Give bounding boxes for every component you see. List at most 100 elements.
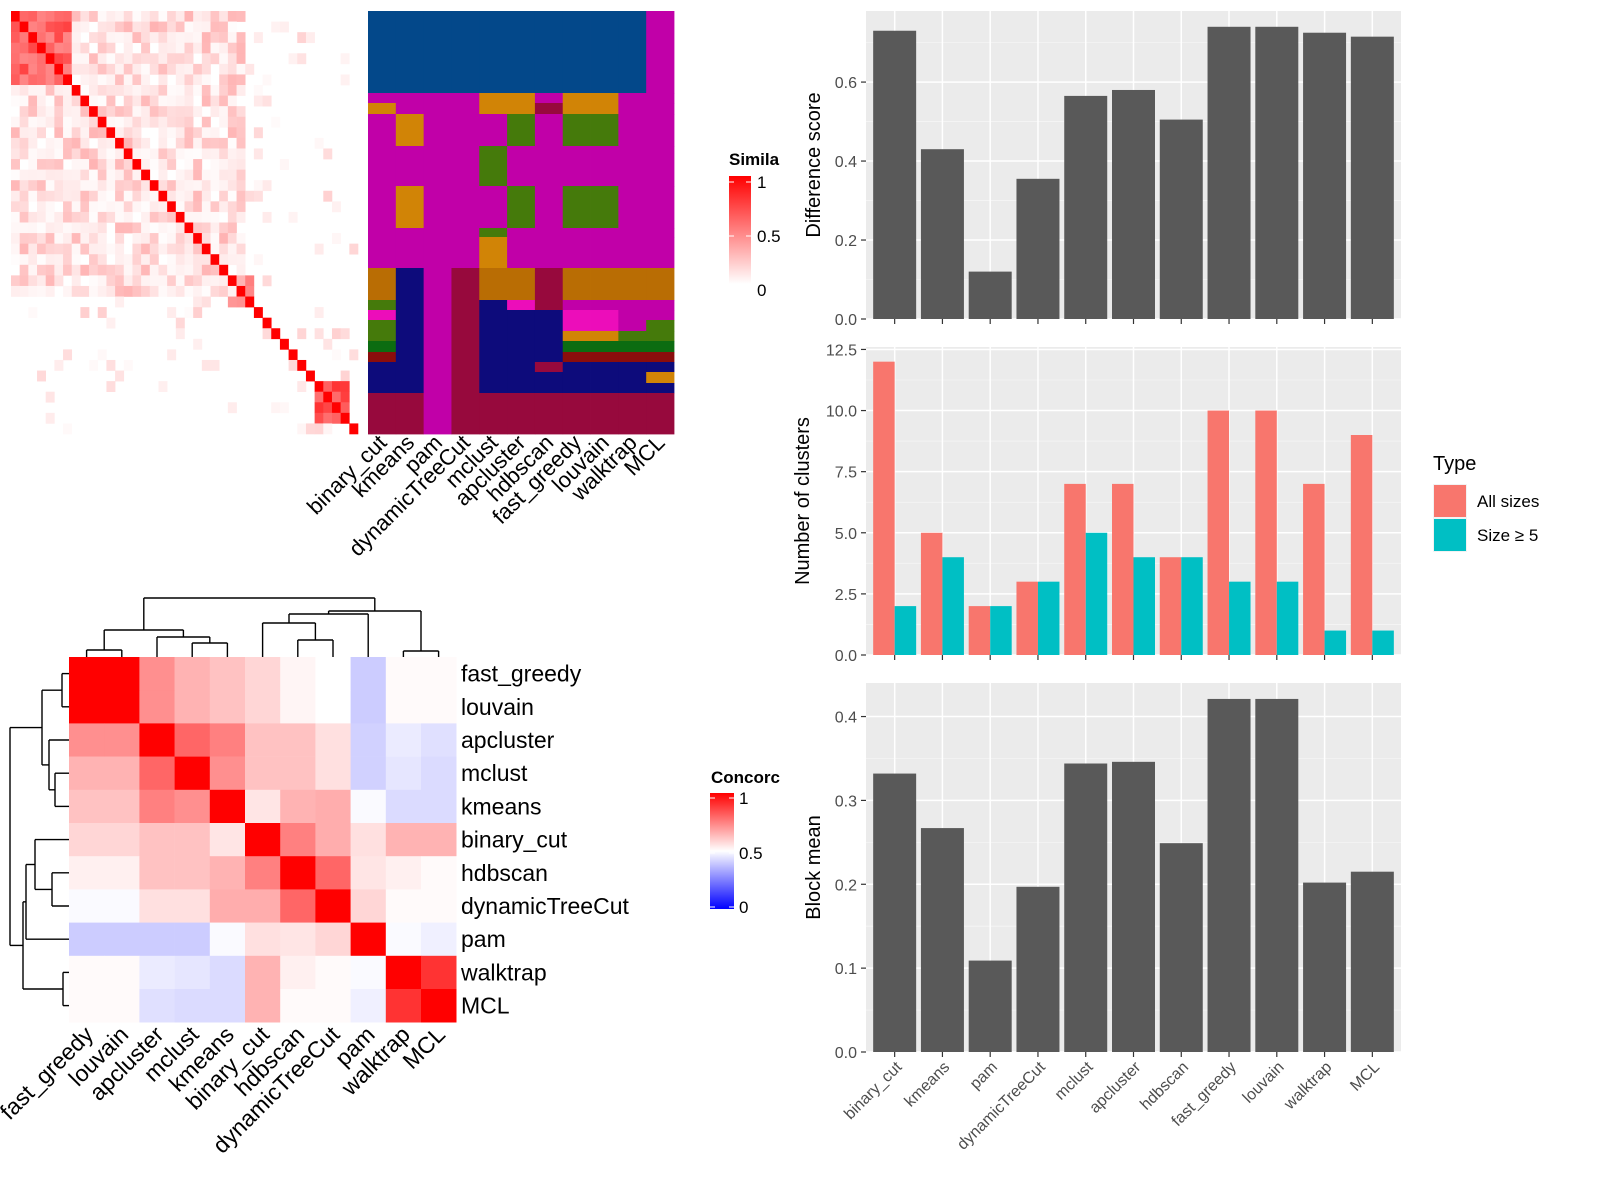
- similarity-cell: [28, 42, 38, 54]
- similarity-cell: [132, 285, 142, 297]
- bar-0: [920, 532, 943, 655]
- assignment-cell: [423, 146, 452, 187]
- similarity-cell: [323, 338, 333, 350]
- similarity-cell: [97, 275, 107, 287]
- similarity-cell: [11, 254, 20, 266]
- similarity-cell: [28, 190, 38, 202]
- concordance-cell: [209, 989, 246, 1023]
- similarity-cell: [219, 233, 229, 244]
- concordance-cell: [280, 922, 316, 957]
- similarity-cell: [89, 211, 99, 223]
- similarity-cell: [158, 222, 168, 234]
- similarity-cell: [54, 222, 64, 234]
- similarity-cell: [28, 32, 38, 44]
- similarity-cell: [210, 285, 220, 297]
- similarity-cell: [167, 42, 177, 54]
- similarity-cell: [80, 201, 90, 213]
- concordance-cell: [209, 823, 246, 857]
- x-tick-label: apcluster: [1086, 1058, 1144, 1116]
- similarity-cell: [201, 190, 211, 202]
- assignment-cell: [395, 331, 425, 342]
- similarity-cell: [11, 85, 20, 96]
- assignment-cell: [618, 228, 647, 238]
- assignment-cell: [507, 186, 536, 229]
- similarity-cell: [97, 243, 107, 255]
- similarity-cell: [11, 222, 20, 234]
- similarity-cell: [97, 63, 107, 75]
- similarity-cell: [89, 275, 99, 287]
- similarity-cell: [28, 106, 38, 118]
- similarity-cell: [63, 222, 73, 234]
- similarity-cell: [106, 106, 116, 118]
- concordance-legend: Concorc 1 0.5 0: [710, 768, 780, 917]
- similarity-cell: [305, 32, 315, 44]
- similarity-cell: [11, 211, 20, 223]
- similarity-cell: [123, 359, 133, 371]
- similarity-cell: [80, 233, 90, 244]
- concordance-cell: [69, 756, 105, 791]
- similarity-cell: [11, 11, 20, 22]
- similarity-cell: [210, 243, 220, 255]
- similarity-cell: [167, 21, 177, 33]
- similarity-cell: [149, 254, 159, 266]
- bar: [1255, 26, 1299, 320]
- bar: [968, 960, 1012, 1052]
- assignment-cell: [507, 341, 536, 353]
- concordance-cell: [245, 989, 281, 1023]
- similarity-cell: [331, 328, 341, 340]
- similarity-cell: [149, 190, 159, 202]
- similarity-cell: [71, 243, 81, 255]
- concordance-cell: [209, 955, 246, 990]
- similarity-cell: [71, 53, 81, 65]
- similarity-cell: [245, 296, 255, 308]
- similarity-cell: [297, 53, 307, 65]
- similarity-cell: [141, 222, 151, 234]
- type-legend-title: Type: [1433, 453, 1476, 475]
- similarity-cell: [97, 285, 107, 297]
- bar: [1303, 32, 1347, 319]
- similarity-cell: [201, 264, 211, 276]
- similarity-cell: [45, 32, 55, 44]
- similarity-cell: [45, 190, 55, 202]
- similarity-cell: [45, 264, 55, 276]
- similarity-cell: [28, 127, 38, 139]
- similarity-cell: [167, 180, 177, 192]
- y-tick-label: 12.5: [826, 342, 857, 359]
- difference-score-chart: 0.0 0.2 0.4 0.6 Difference score: [803, 11, 1401, 329]
- assignment-cell: [395, 320, 425, 332]
- similarity-cell: [184, 116, 194, 128]
- bar-1: [1037, 581, 1060, 655]
- similarity-cell: [71, 106, 81, 118]
- similarity-cell: [253, 190, 263, 202]
- assignment-cell: [646, 341, 675, 353]
- similarity-cell: [184, 264, 194, 276]
- similarity-cell: [19, 211, 29, 223]
- assignment-cell: [646, 11, 675, 94]
- cluster-assignment-heatmap: [368, 11, 675, 435]
- similarity-cell: [201, 254, 211, 266]
- similarity-cell: [175, 254, 185, 266]
- similarity-cell: [132, 63, 142, 75]
- bar-1: [1276, 581, 1299, 655]
- assignment-cell: [618, 320, 647, 332]
- assignment-cell: [479, 393, 508, 435]
- similarity-cell: [331, 391, 341, 403]
- assignment-cell: [368, 362, 397, 373]
- similarity-cell: [80, 190, 90, 202]
- similarity-cell: [54, 359, 64, 371]
- assignment-cell: [368, 310, 397, 321]
- similarity-cell: [141, 159, 151, 170]
- similarity-cell: [141, 21, 151, 33]
- similarity-cell: [201, 275, 211, 287]
- assignment-cell: [646, 320, 675, 332]
- assignment-cell: [479, 372, 508, 384]
- bar-1: [1324, 630, 1347, 655]
- concordance-cell: [174, 922, 211, 957]
- similarity-cell: [71, 201, 81, 213]
- similarity-cell: [184, 127, 194, 139]
- similarity-cell: [201, 201, 211, 213]
- assignment-cell: [368, 331, 397, 342]
- similarity-cell: [45, 137, 55, 149]
- similarity-cell: [97, 222, 107, 234]
- similarity-cell: [210, 32, 220, 44]
